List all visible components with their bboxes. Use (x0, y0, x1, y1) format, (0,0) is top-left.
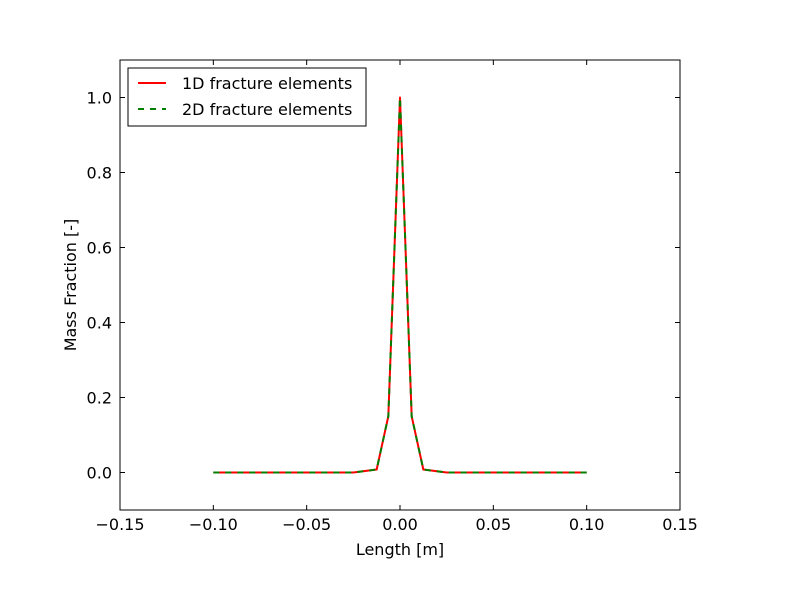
y-axis-label: Mass Fraction [-] (61, 219, 80, 352)
x-tick-label: −0.15 (95, 515, 144, 534)
y-tick-label: 0.2 (87, 389, 112, 408)
y-tick-label: 0.0 (87, 464, 112, 483)
y-tick-label: 0.8 (87, 164, 112, 183)
ticks-layer: −0.15 −0.10 −0.05 0.00 0.05 0.10 0.15 0.0 0.2 0.4… (87, 60, 698, 534)
legend-label-2: 2D fracture elements (182, 100, 352, 119)
x-tick-label: 0.10 (569, 515, 605, 534)
x-tick-label: 0.00 (382, 515, 418, 534)
legend: 1D fracture elements 2D fracture elements (127, 67, 367, 127)
series-line-1 (213, 96, 587, 474)
legend-box (127, 67, 367, 127)
x-axis-label: Length [m] (356, 540, 444, 559)
y-tick-label: 0.4 (87, 314, 112, 333)
x-tick-label: −0.10 (189, 515, 238, 534)
y-tick-label: 1.0 (87, 89, 112, 108)
x-tick-label: −0.05 (282, 515, 331, 534)
series-layer (213, 96, 587, 474)
y-tick-label: 0.6 (87, 239, 112, 258)
x-tick-label: 0.15 (662, 515, 698, 534)
legend-label-1: 1D fracture elements (182, 74, 352, 93)
x-tick-label: 0.05 (476, 515, 512, 534)
